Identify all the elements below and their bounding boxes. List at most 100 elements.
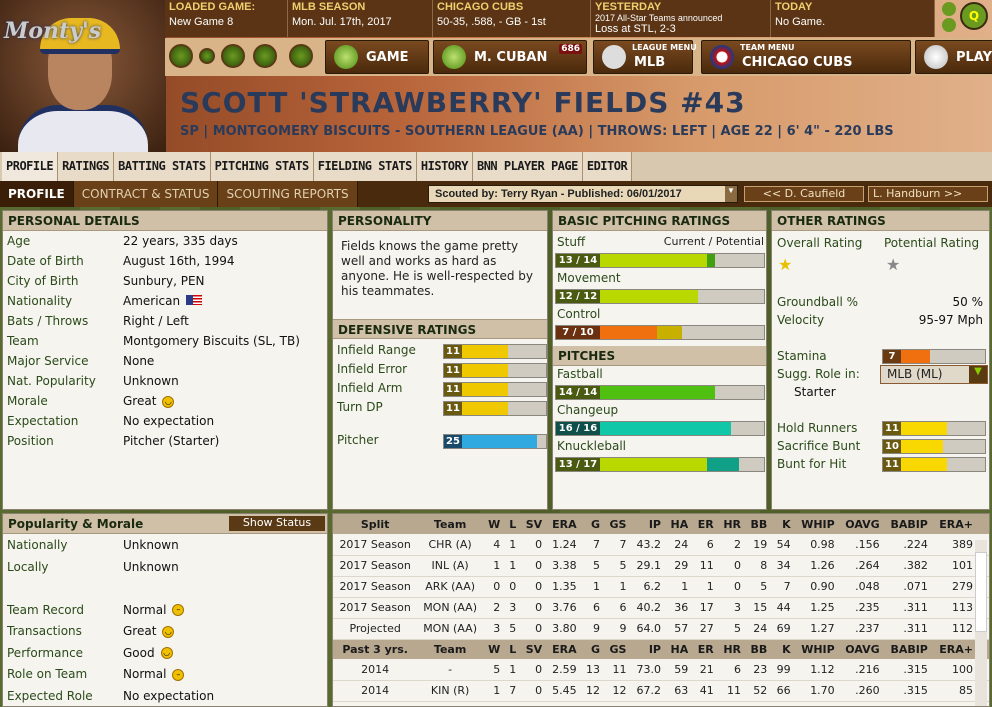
play-button[interactable]: PLAY [915,40,992,74]
basic-bar: 13 / 14 [555,253,765,268]
scout-report-select[interactable]: Scouted by: Terry Ryan - Published: 06/0… [428,185,738,203]
detail-value-text: No expectation [123,414,215,428]
column-header[interactable]: BB [745,639,772,659]
column-header[interactable]: Team [417,639,483,659]
column-header[interactable]: OAVG [838,639,884,659]
popularity-value-text: Normal [123,602,167,617]
tab-profile[interactable]: PROFILE [2,152,59,181]
detail-value-text: Unknown [123,374,179,388]
info-heading: MLB SEASON [292,1,366,13]
home-icon[interactable] [289,44,313,68]
basic-bar-value: 12 / 12 [556,290,600,303]
detail-value: Pitcher (Starter) [123,434,219,448]
column-header[interactable]: ERA+ [931,639,989,659]
column-header[interactable]: K [771,639,795,659]
back-small-icon[interactable] [942,18,956,32]
table-cell: 0 [520,618,547,640]
subtab-scouting-reports[interactable]: SCOUTING REPORTS [218,181,358,207]
tab-batting-stats[interactable]: BATTING STATS [114,152,211,181]
column-header[interactable]: GS [604,514,631,534]
tab-fielding-stats[interactable]: FIELDING STATS [313,152,417,181]
column-header[interactable]: L [504,514,521,534]
scrollbar-thumb[interactable] [975,552,987,632]
column-header[interactable]: HR [717,514,745,534]
popularity-value: Unknown [123,538,179,552]
table-cell: 21 [692,659,718,681]
column-header[interactable]: K [771,514,795,534]
table-cell: 3 [717,597,745,619]
column-header[interactable]: Team [417,514,483,534]
table-cell: .315 [883,659,932,681]
forward-icon[interactable] [221,44,245,68]
column-header[interactable]: HA [664,514,693,534]
column-header[interactable]: OAVG [838,514,884,534]
column-header[interactable]: G [580,639,604,659]
column-header[interactable]: ERA [546,514,581,534]
bookmark-icon[interactable] [253,44,277,68]
column-header[interactable]: WHIP [794,639,839,659]
column-header[interactable]: BB [745,514,772,534]
info-heading: YESTERDAY [595,1,662,13]
column-header[interactable]: W [482,639,505,659]
column-header[interactable]: WHIP [794,514,839,534]
table-cell: 112 [931,618,989,640]
back-icon[interactable] [169,44,193,68]
detail-value: American [123,294,203,308]
column-header[interactable]: HR [717,639,745,659]
rating-label: Hold Runners [777,421,858,435]
prev-player-button[interactable]: << D. Caufield [744,186,864,202]
tab-editor[interactable]: EDITOR [582,152,633,181]
column-header[interactable]: ER [692,639,718,659]
table-cell: 66 [771,680,795,702]
history-dropdown-icon[interactable] [199,48,215,64]
subtab-profile[interactable]: PROFILE [0,181,74,207]
game-button[interactable]: GAME [325,40,429,74]
search-icon[interactable]: Q [960,2,988,30]
tab-ratings[interactable]: RATINGS [58,152,115,181]
team-menu-label: CHICAGO CUBS [742,54,853,70]
subtab-contract-status[interactable]: CONTRACT & STATUS [73,181,219,207]
column-header[interactable]: Split [333,514,418,534]
column-header[interactable]: G [580,514,604,534]
league-menu-button[interactable]: LEAGUE MENU MLB [593,40,697,74]
column-header[interactable]: SV [520,639,547,659]
table-cell: 0 [520,597,547,619]
table-cell: 1.12 [794,659,839,681]
column-header[interactable]: SV [520,514,547,534]
tab-pitching-stats[interactable]: PITCHING STATS [210,152,314,181]
scrollbar[interactable] [975,540,987,706]
column-header[interactable]: ER [692,514,718,534]
team-menu-button[interactable]: TEAM MENU CHICAGO CUBS [701,40,911,74]
table-cell: - [417,659,483,681]
table-cell: 6 [692,534,718,556]
column-header[interactable]: W [482,514,505,534]
manager-button[interactable]: M. CUBAN 686 [433,40,587,74]
table-cell: 1.35 [546,576,581,598]
column-header[interactable]: BABIP [883,639,932,659]
popularity-label: Team Record [7,602,84,617]
column-header[interactable]: IP [630,514,665,534]
tab-history[interactable]: HISTORY [416,152,473,181]
next-player-button[interactable]: L. Handburn >> [868,186,988,202]
column-header[interactable]: BABIP [883,514,932,534]
show-status-button[interactable]: Show Status [229,516,325,531]
column-header[interactable]: ERA+ [931,514,989,534]
forward-small-icon[interactable] [942,2,956,16]
panel-title: OTHER RATINGS [772,211,989,231]
role-label: Sugg. Role in: [777,367,860,381]
role-select[interactable]: MLB (ML) ▼ [880,365,988,384]
popularity-value: No expectation [123,689,214,703]
column-header[interactable]: HA [664,639,693,659]
detail-value-text: American [123,294,181,308]
tab-bnn-player-page[interactable]: BNN PLAYER PAGE [472,152,583,181]
column-header[interactable]: ERA [546,639,581,659]
column-header[interactable]: L [504,639,521,659]
panel-title: PERSONAL DETAILS [3,211,327,231]
baseball-icon [924,45,948,69]
table-cell: 0 [482,576,505,598]
column-header[interactable]: GS [604,639,631,659]
column-header[interactable]: Past 3 yrs. [333,639,418,659]
happy-face-icon: ◡ [162,625,175,638]
column-header[interactable]: IP [630,639,665,659]
info-value: Loss at STL, 2-3 [595,23,676,35]
